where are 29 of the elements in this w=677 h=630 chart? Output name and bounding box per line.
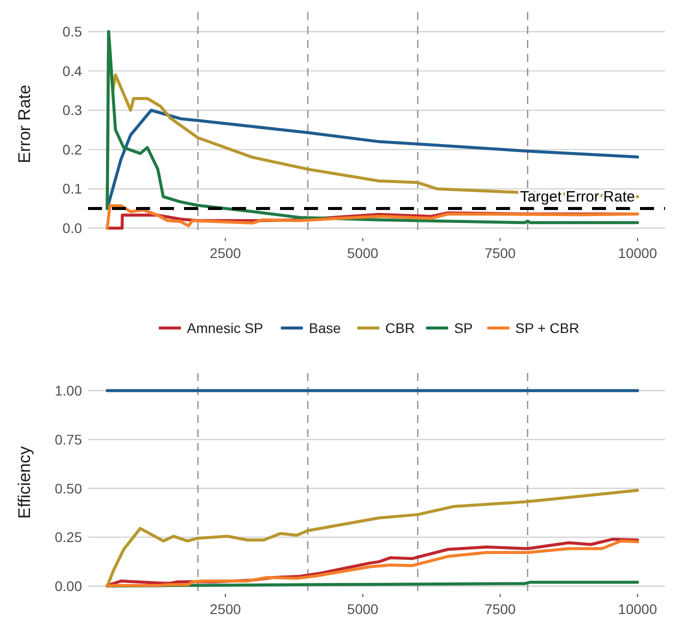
legend-label: CBR (385, 320, 415, 336)
y-tick-label: 0.25 (54, 529, 82, 546)
y-tick-label: 0.00 (54, 578, 82, 594)
legend-label: Amnesic SP (186, 320, 264, 336)
y-axis-title: Error Rate (15, 84, 34, 164)
legend-label: Base (308, 320, 342, 336)
y-tick-label: 0.2 (62, 141, 82, 158)
line-series (106, 204, 640, 230)
x-tick-label: 7500 (484, 601, 516, 617)
line-series (106, 488, 640, 588)
x-tick-label: 10000 (618, 245, 658, 261)
y-tick-label: 0.4 (62, 62, 82, 79)
y-tick-label: 1.00 (54, 382, 82, 398)
line-series (106, 108, 640, 210)
legend-label: SP (454, 320, 473, 336)
y-tick-label: 0.1 (62, 180, 82, 197)
y-tick-label: 0.5 (62, 24, 82, 40)
x-tick-label: 5000 (347, 245, 379, 261)
y-tick-label: 0.50 (54, 480, 82, 496)
legend-label: SP + CBR (515, 320, 580, 336)
y-tick-label: 0.3 (62, 102, 82, 118)
y-tick-label: 0.0 (62, 220, 82, 236)
x-tick-label: 2500 (210, 601, 242, 617)
x-tick-label: 5000 (347, 601, 379, 617)
y-tick-label: 0.75 (54, 431, 82, 448)
x-tick-label: 2500 (210, 245, 242, 261)
x-tick-label: 10000 (618, 601, 658, 617)
x-tick-label: 7500 (484, 245, 516, 261)
y-axis-title: Efficiency (15, 446, 34, 519)
